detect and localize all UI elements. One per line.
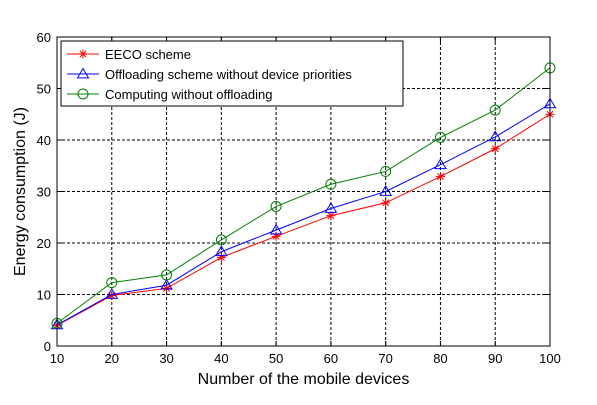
x-tick-label: 40: [214, 351, 228, 366]
data-point: [216, 252, 226, 262]
legend: EECO scheme Offloading scheme without dev…: [60, 40, 404, 107]
y-tick-label: 30: [37, 185, 51, 200]
data-point: [381, 198, 391, 208]
data-point: [324, 202, 338, 213]
data-point: [270, 200, 282, 212]
legend-item: EECO scheme: [67, 47, 191, 62]
x-tick-label: 90: [488, 351, 502, 366]
data-point: [271, 231, 281, 241]
data-point: [435, 172, 445, 182]
x-tick-label: 60: [324, 351, 338, 366]
x-tick-label: 100: [539, 351, 561, 366]
data-point: [434, 158, 447, 170]
x-tick-label: 50: [269, 351, 283, 366]
data-point: [106, 277, 118, 289]
x-tick-label: 80: [433, 351, 447, 366]
data-point: [269, 223, 283, 235]
series-line: [56, 113, 551, 326]
data-point: [215, 234, 227, 246]
y-tick-label: 60: [37, 30, 51, 45]
data-point: [160, 278, 173, 290]
x-tick-label: 10: [50, 351, 64, 366]
series-2: [50, 97, 557, 330]
data-point: [161, 269, 173, 281]
legend-item: Computing without offloading: [67, 87, 272, 102]
legend-marker: [76, 67, 90, 79]
data-point: [488, 130, 502, 142]
x-tick-label: 20: [105, 351, 119, 366]
series-line: [56, 103, 551, 326]
data-point: [490, 144, 500, 154]
data-point: [105, 288, 119, 299]
data-point: [379, 185, 393, 196]
data-point: [434, 131, 446, 143]
legend-label: Offloading scheme without device priorit…: [105, 67, 352, 82]
y-tick-label: 40: [37, 133, 51, 148]
data-point: [214, 245, 228, 257]
y-tick-label: 0: [44, 339, 51, 354]
legend-item: Offloading scheme without device priorit…: [67, 67, 352, 82]
legend-marker: [78, 49, 88, 59]
y-tick-label: 50: [37, 82, 51, 97]
y-tick-label: 20: [37, 236, 51, 251]
legend-marker: [77, 88, 89, 100]
y-axis-label: Energy consumption (J): [12, 107, 29, 276]
legend-label: EECO scheme: [105, 47, 191, 62]
legend-box: [60, 40, 404, 107]
x-axis-label: Number of the mobile devices: [198, 371, 410, 388]
y-tick-label: 10: [37, 288, 51, 303]
data-point: [380, 165, 392, 177]
legend-label: Computing without offloading: [105, 87, 272, 102]
data-point: [325, 178, 337, 190]
data-point: [489, 104, 501, 116]
x-tick-label: 30: [159, 351, 173, 366]
x-tick-label: 70: [378, 351, 392, 366]
series-line: [56, 67, 551, 324]
